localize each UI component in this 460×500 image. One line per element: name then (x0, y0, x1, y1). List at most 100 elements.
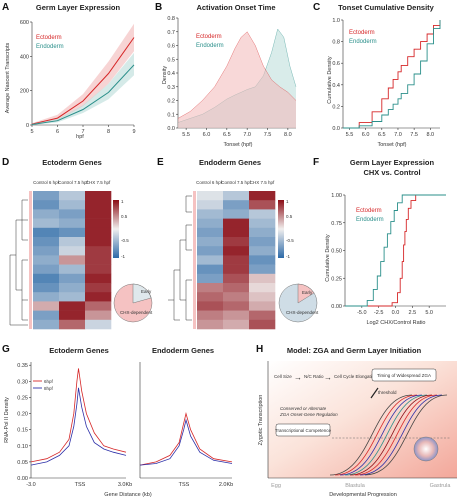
panel-h-nc-ratio: N/C Ratio (304, 374, 324, 379)
panel-c-ytick-label: 1.0 (332, 18, 340, 24)
panel-e-heatmap-cell (223, 319, 250, 330)
panel-d-heatmap-cell (59, 237, 86, 247)
panel-d-cbar-tick-2: 0.5 (121, 214, 128, 219)
panel-f-xtick-label: 0.0 (392, 310, 400, 316)
panel-f-title: Germ Layer Expression (350, 158, 435, 167)
panel-a-legend-ectoderm: Ectoderm (36, 35, 62, 41)
panel-g-plot: 0.00 0.05 0.10 0.15 0.20 0.25 0.30 0.35 (17, 362, 233, 482)
panel-c-line-ectoderm (343, 20, 441, 129)
panel-d-heatmap-cell (85, 200, 112, 210)
panel-c-ytick-label: 0.4 (332, 83, 340, 89)
panel-e-heatmap-cell (223, 264, 250, 275)
panel-label-h: H (256, 344, 263, 355)
panel-f: F Germ Layer Expression CHX vs. Control … (313, 157, 446, 326)
panel-d-heatmap-cell (59, 200, 86, 210)
panel-e-heatmap-cell (249, 283, 276, 293)
panel-d-heatmap-cell (33, 319, 60, 330)
panel-g-legend-6hpf: 6hpf (44, 379, 54, 384)
panel-d-heatmap-cell (85, 310, 112, 321)
panel-b-xtick-label: 7.5 (264, 132, 272, 138)
panel-c-ytick-label: 0.2 (332, 104, 340, 110)
panel-b-xlabel: Tonset (hpf) (223, 142, 252, 148)
panel-d-heatmap-cell (85, 237, 112, 247)
panel-g-xtick-right-1: TSS (179, 482, 190, 488)
panel-h-curve-6 (354, 394, 438, 476)
panel-h-ylabel: Zygotic Transcription (258, 395, 264, 446)
panel-g-ytick-label: 0.35 (17, 363, 28, 369)
panel-b: B Activation Onset Time 5.5 6.0 6.5 7.0 7.5 8… (155, 2, 297, 148)
panel-label-f: F (313, 157, 319, 168)
panel-a-line-endoderm (31, 64, 135, 125)
panel-d-heatmap-cell (33, 292, 60, 302)
panel-h-note-1: Conserved or Alternate (280, 406, 327, 411)
panel-e-heatmap-cell (223, 209, 250, 219)
panel-a-plot: 5 6 7 8 9 0 200 400 600 (20, 20, 136, 135)
panel-b-ytick-label: 0.1 (167, 112, 175, 118)
panel-e-heatmap-cell (197, 292, 224, 302)
panel-e-heatmap-cell (197, 264, 224, 275)
panel-h-curve-4 (344, 394, 428, 476)
panel-c-xtick-label: 7.0 (394, 132, 402, 138)
panel-c-xtick-label: 7.5 (410, 132, 418, 138)
panel-e-heatmap-cell (223, 283, 250, 293)
panel-g-legend: 6hpf 8hpf (33, 379, 54, 391)
panel-g-xtick-left-3: 3.0Kb (118, 482, 132, 488)
panel-b-area-ectoderm (178, 31, 296, 128)
panel-c-ytick-label: 0.0 (332, 126, 340, 132)
panel-h-stage-egg: Egg (271, 483, 281, 489)
panel-c-line-endoderm (343, 20, 441, 129)
panel-d-heatmap-cell (59, 292, 86, 302)
panel-e-heatmap-cell (223, 237, 250, 247)
panel-d-cbar-tick-1: 1 (121, 199, 124, 204)
panel-d-heatmap-cell (85, 209, 112, 219)
panel-c-legend-endoderm: Endoderm (349, 39, 377, 45)
panel-e-heatmap-cell (197, 246, 224, 256)
panel-g-ytick-label: 0.00 (17, 476, 28, 482)
panel-b-ytick-label: 0.4 (167, 71, 175, 77)
panel-a-legend-endoderm: Endoderm (36, 44, 64, 50)
panel-b-xtick-label: 6.5 (223, 132, 231, 138)
panel-a-line-ectoderm (31, 37, 135, 125)
panel-label-d: D (2, 157, 9, 168)
panel-h-cell-cycle: Cell Cycle Elongation (334, 374, 377, 379)
panel-label-g: G (2, 344, 10, 355)
panel-b-title: Activation Onset Time (196, 3, 275, 12)
panel-e-col-3: CHX 7.5 hpf (250, 180, 275, 185)
panel-f-ytick-label: 1.00 (331, 193, 342, 199)
panel-e-heatmap-cell (197, 310, 224, 321)
panel-e-heatmap-dendrogram (185, 224, 192, 251)
panel-a-ylabel: Average Nascent Transcripts (5, 42, 11, 113)
panel-b-ytick-label: 0.5 (167, 57, 175, 63)
panel-f-line-endoderm (345, 194, 446, 307)
panel-g-legend-8hpf: 8hpf (44, 386, 54, 391)
panel-a-band-endoderm (32, 52, 134, 125)
panel-c-xtick-label: 6.0 (362, 132, 370, 138)
panel-h-note-2: ZGA Onset-Gene Regulation (279, 412, 338, 417)
panel-d-heatmap-cell (59, 209, 86, 219)
panel-d-heatmap-cell (33, 191, 60, 201)
panel-g-ytick-label: 0.25 (17, 395, 28, 401)
panel-d-colorbar-gradient (113, 200, 119, 258)
panel-e-heatmap-dendrogram (185, 195, 192, 213)
panel-b-ytick-label: 0.3 (167, 85, 175, 91)
panel-g-title-left: Ectoderm Genes (49, 346, 109, 355)
panel-b-ytick-label: 0.2 (167, 99, 175, 105)
panel-e-heatmap-cell (249, 237, 276, 247)
panel-g-ytick-label: 0.30 (17, 379, 28, 385)
panel-e-heatmap-cell (223, 246, 250, 256)
panel-d-heatmap-cell (59, 218, 86, 229)
panel-h-timing-box (371, 368, 437, 382)
panel-e-heatmap-cell (197, 237, 224, 247)
panel-f-legend-ectoderm: Ectoderm (356, 208, 382, 214)
panel-f-subtitle: CHX vs. Control (363, 168, 420, 177)
panel-d-heatmap-cell (33, 301, 60, 311)
panel-h-threshold-label: threshold (378, 390, 397, 395)
panel-e-heatmap-cell (249, 301, 276, 311)
panel-d-pie-label-early: Early (141, 289, 152, 294)
panel-f-xlabel: Log2 CHX/Control Ratio (366, 320, 425, 326)
panel-a-ytick-label: 400 (20, 54, 29, 60)
panel-c-plot: 5.5 6.0 6.5 7.0 7.5 8.0 0.0 0.2 0.4 0.6 0.8 1.0 (332, 18, 441, 138)
panel-c-xtick-label: 5.5 (346, 132, 354, 138)
panel-e-heatmap-group-strip (193, 191, 196, 329)
panel-d-heatmap (9, 191, 112, 330)
